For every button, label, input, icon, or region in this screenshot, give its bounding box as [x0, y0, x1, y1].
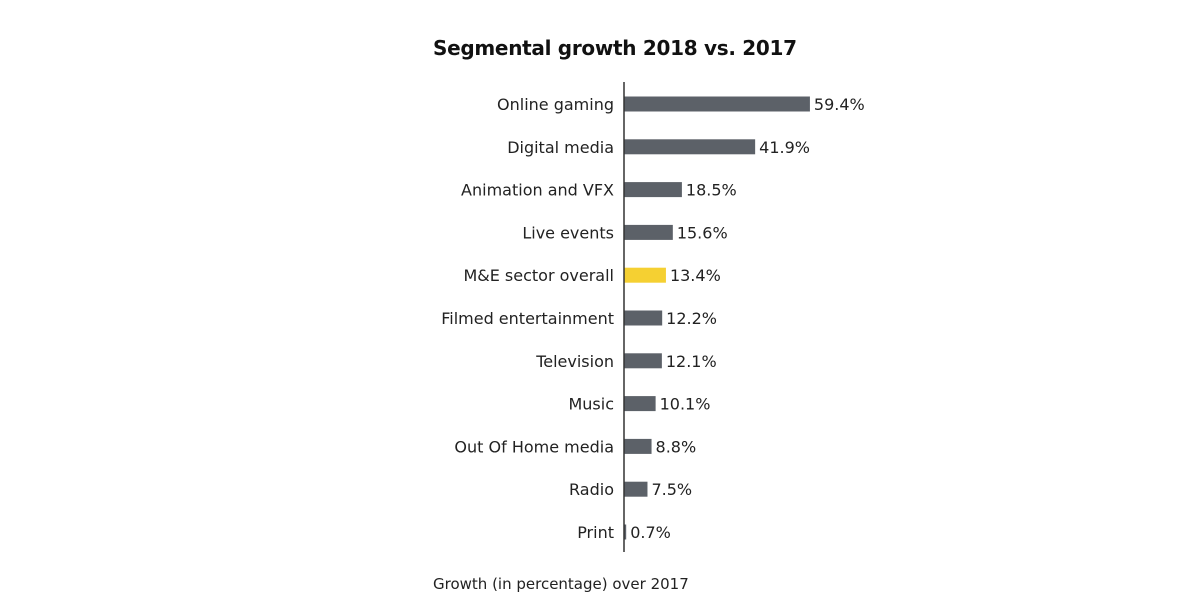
- bar-television: [624, 353, 662, 369]
- bar-online-gaming: [624, 96, 810, 112]
- bar-digital-media: [624, 139, 756, 155]
- bar-radio: [624, 481, 648, 497]
- value-label-live-events: 15.6%: [677, 223, 728, 242]
- value-label-animation-and-vfx: 18.5%: [686, 181, 737, 200]
- value-label-online-gaming: 59.4%: [814, 95, 865, 114]
- value-label-digital-media: 41.9%: [759, 138, 810, 157]
- value-label-radio: 7.5%: [651, 480, 692, 499]
- value-label-out-of-home-media: 8.8%: [656, 437, 697, 456]
- category-label-print: Print: [577, 523, 614, 542]
- value-label-mande-sector-overall: 13.4%: [670, 266, 721, 285]
- category-label-filmed-entertainment: Filmed entertainment: [441, 309, 614, 328]
- chart-title: Segmental growth 2018 vs. 2017: [433, 36, 797, 60]
- category-label-digital-media: Digital media: [507, 138, 614, 157]
- value-label-print: 0.7%: [630, 523, 671, 542]
- bar-live-events: [624, 224, 673, 240]
- value-label-music: 10.1%: [660, 395, 711, 414]
- value-label-television: 12.1%: [666, 352, 717, 371]
- bar-music: [624, 396, 656, 412]
- bars-group: Online gaming 59.4% Digital media 41.9% Anim…: [441, 95, 865, 542]
- bar-animation-and-vfx: [624, 182, 682, 198]
- category-label-animation-and-vfx: Animation and VFX: [461, 181, 614, 200]
- category-label-live-events: Live events: [522, 223, 614, 242]
- chart-footnote: Growth (in percentage) over 2017: [433, 575, 689, 593]
- bar-filmed-entertainment: [624, 310, 663, 326]
- category-label-radio: Radio: [569, 480, 614, 499]
- category-label-television: Television: [535, 352, 614, 371]
- category-label-music: Music: [568, 395, 614, 414]
- category-label-mande-sector-overall: M&E sector overall: [463, 266, 614, 285]
- category-label-online-gaming: Online gaming: [497, 95, 614, 114]
- category-label-out-of-home-media: Out Of Home media: [454, 437, 614, 456]
- bar-mande-sector-overall: [624, 267, 666, 283]
- value-label-filmed-entertainment: 12.2%: [666, 309, 717, 328]
- bar-out-of-home-media: [624, 438, 652, 454]
- bar-print: [624, 524, 627, 540]
